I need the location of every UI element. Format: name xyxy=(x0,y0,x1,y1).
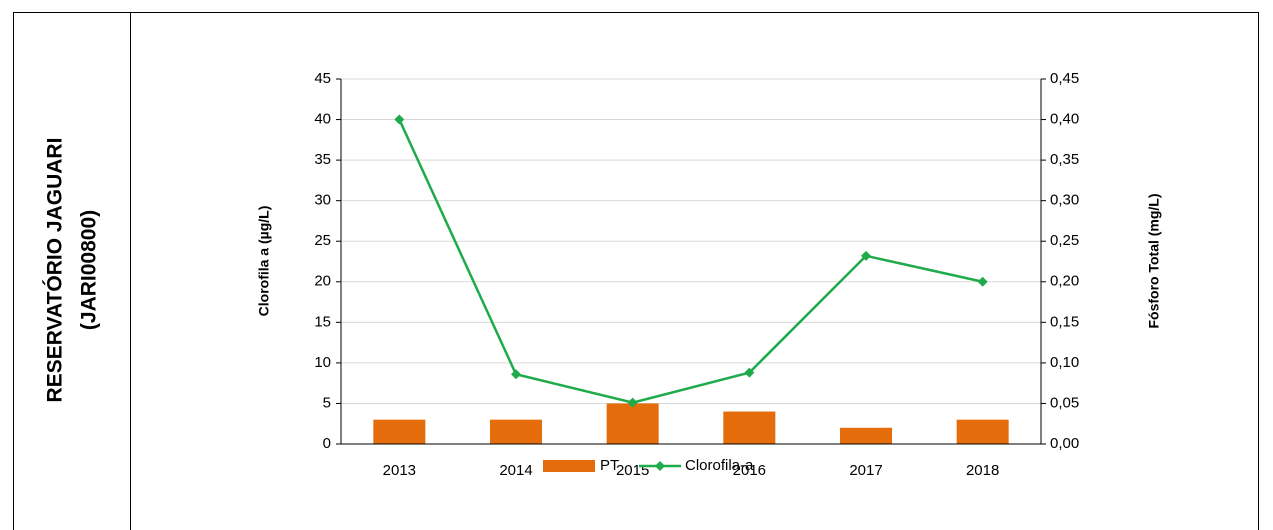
y-tick-label: 0 xyxy=(323,435,331,452)
line xyxy=(398,119,983,404)
bar xyxy=(606,403,659,444)
marker xyxy=(394,114,405,125)
y-axis-title: Clorofila a (µg/L) xyxy=(256,206,272,317)
y2-tick-label: 0,40 xyxy=(1050,111,1079,128)
bar xyxy=(490,419,542,444)
x-tick-label: 2015 xyxy=(616,462,649,479)
x-tick-label: 2017 xyxy=(849,462,882,479)
x-tick-label: 2014 xyxy=(499,462,532,479)
y2-tick-label: 0,30 xyxy=(1050,192,1079,209)
table-border xyxy=(13,12,1259,530)
row-label: RESERVATÓRIO JAGUARI xyxy=(43,138,67,403)
legend-marker xyxy=(655,461,665,471)
x-tick-label: 2013 xyxy=(383,462,416,479)
marker xyxy=(627,397,638,408)
marker xyxy=(861,250,871,261)
x-tick-label: 2016 xyxy=(733,462,766,479)
bar xyxy=(373,419,426,444)
bar xyxy=(956,419,1009,444)
y-tick-label: 45 xyxy=(314,70,331,87)
y-tick-label: 15 xyxy=(314,313,331,330)
y2-tick-label: 0,10 xyxy=(1050,354,1079,371)
legend-label: Clorofila-a xyxy=(685,457,754,474)
marker xyxy=(511,369,521,380)
legend-swatch xyxy=(543,460,595,472)
y-tick-label: 10 xyxy=(314,354,331,371)
row-label: (JARI00800) xyxy=(78,210,101,330)
marker xyxy=(744,367,755,378)
legend-label: PT xyxy=(600,457,619,474)
y-tick-label: 25 xyxy=(314,232,331,249)
y-tick-label: 40 xyxy=(314,111,331,128)
y-tick-label: 20 xyxy=(314,273,331,290)
bar xyxy=(723,411,776,444)
y-tick-label: 30 xyxy=(314,192,331,209)
y2-tick-label: 0,05 xyxy=(1050,394,1079,411)
y2-tick-label: 0,45 xyxy=(1050,70,1079,87)
y2-tick-label: 0,00 xyxy=(1050,435,1079,452)
y2-tick-label: 0,25 xyxy=(1050,232,1079,249)
y2-tick-label: 0,35 xyxy=(1050,151,1079,168)
y2-axis-title: Fósforo Total (mg/L) xyxy=(1146,193,1162,328)
y2-tick-label: 0,15 xyxy=(1050,313,1079,330)
marker xyxy=(977,276,988,287)
y2-tick-label: 0,20 xyxy=(1050,273,1079,290)
y-tick-label: 5 xyxy=(323,394,331,411)
x-tick-label: 2018 xyxy=(966,462,999,479)
bar xyxy=(840,427,892,444)
y-tick-label: 35 xyxy=(314,151,331,168)
